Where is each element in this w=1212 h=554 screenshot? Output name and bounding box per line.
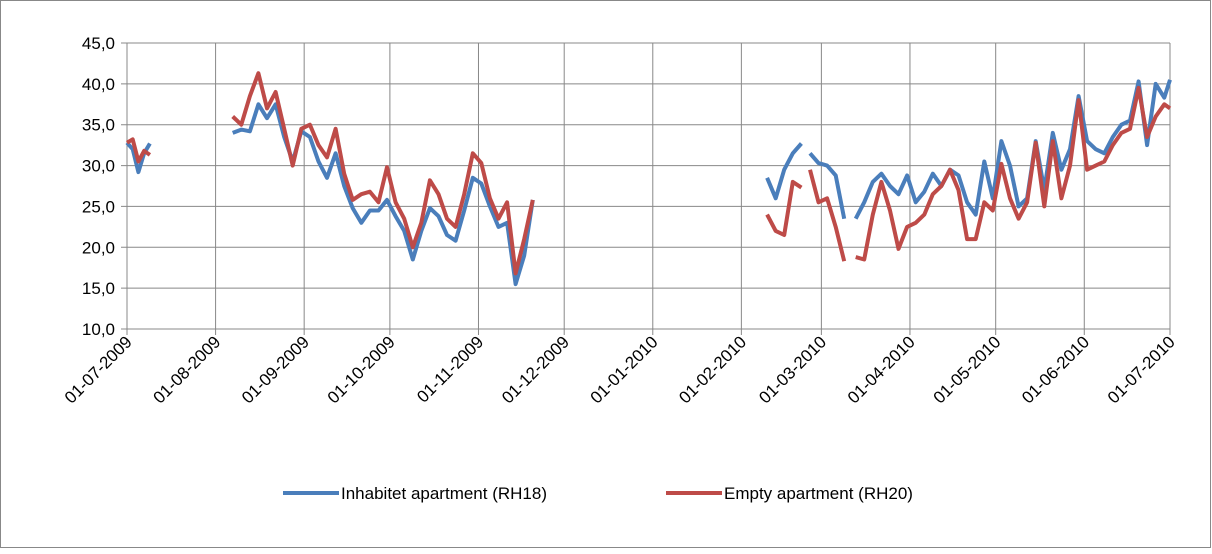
y-tick-label: 25,0 [82, 197, 115, 216]
y-tick-label: 30,0 [82, 157, 115, 176]
y-tick-label: 40,0 [82, 75, 115, 94]
series-line [125, 79, 1172, 287]
y-tick-label: 20,0 [82, 238, 115, 257]
y-tick-label: 45,0 [82, 34, 115, 53]
y-tick-label: 35,0 [82, 116, 115, 135]
y-tick-label: 15,0 [82, 279, 115, 298]
legend-label: Inhabitet apartment (RH18) [341, 484, 547, 503]
legend-label: Empty apartment (RH20) [724, 484, 913, 503]
series-line [125, 71, 1172, 276]
y-tick-label: 10,0 [82, 320, 115, 339]
